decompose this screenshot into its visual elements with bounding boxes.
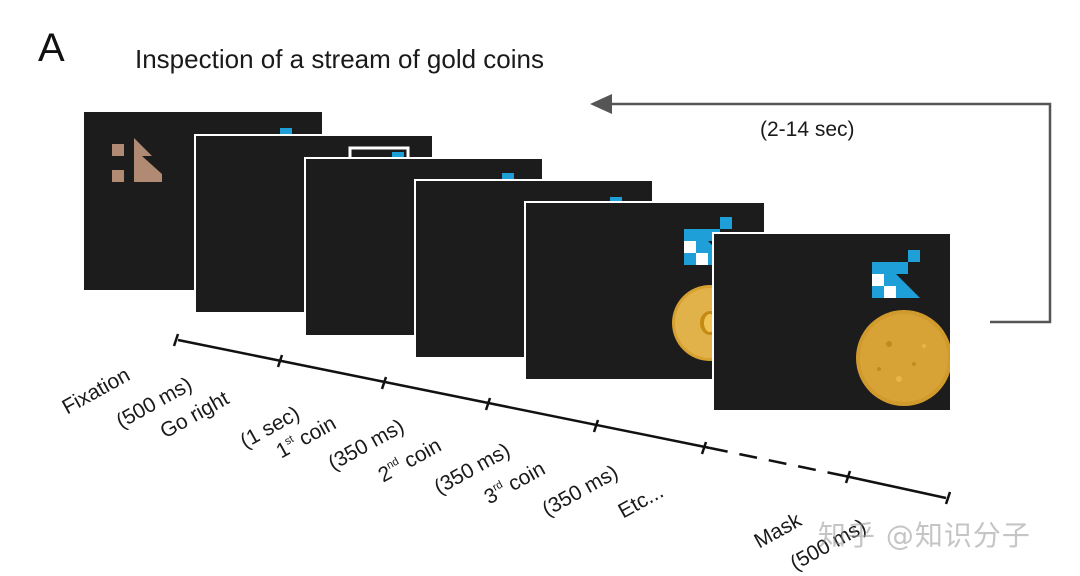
- tan-shapes: [112, 138, 162, 182]
- panel-letter: A: [38, 26, 65, 70]
- loop-duration-label: (2-14 sec): [760, 118, 855, 141]
- watermark: 知乎 @知识分子: [818, 519, 1031, 552]
- mask-content: [856, 250, 952, 406]
- figure-title: Inspection of a stream of gold coins: [135, 44, 545, 74]
- mask-disk-icon: [856, 310, 952, 406]
- mask-screen: [712, 232, 952, 412]
- blue-white-logo-icon: [872, 250, 920, 298]
